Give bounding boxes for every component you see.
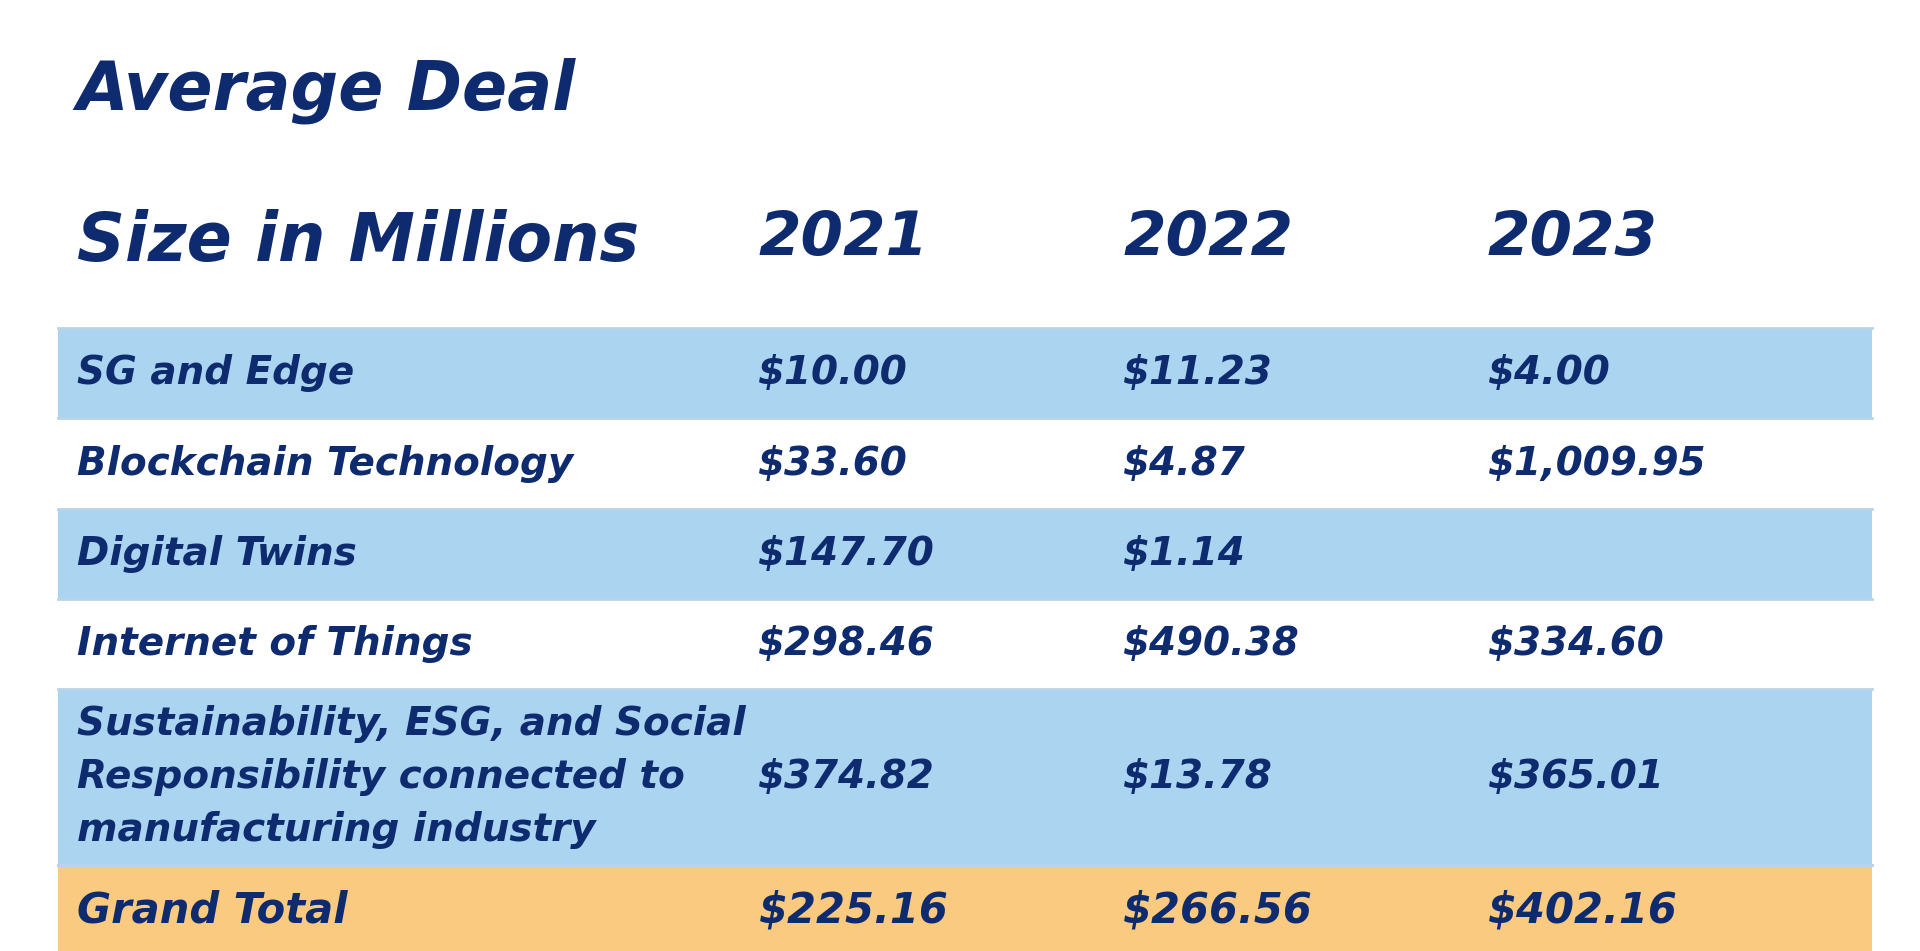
Text: 2022: 2022 bbox=[1123, 209, 1294, 268]
Text: $1,009.95: $1,009.95 bbox=[1488, 445, 1707, 482]
Text: $4.00: $4.00 bbox=[1488, 355, 1611, 392]
Bar bbox=[58, 599, 1872, 689]
Text: Size in Millions: Size in Millions bbox=[77, 209, 639, 275]
Bar bbox=[58, 509, 1872, 599]
Text: Digital Twins: Digital Twins bbox=[77, 535, 357, 573]
Text: $365.01: $365.01 bbox=[1488, 759, 1665, 796]
Text: Blockchain Technology: Blockchain Technology bbox=[77, 445, 572, 482]
Bar bbox=[58, 865, 1872, 951]
Text: $374.82: $374.82 bbox=[758, 759, 935, 796]
Text: Grand Total: Grand Total bbox=[77, 889, 348, 932]
Text: $298.46: $298.46 bbox=[758, 626, 935, 663]
Text: $490.38: $490.38 bbox=[1123, 626, 1300, 663]
Bar bbox=[58, 418, 1872, 509]
Text: $33.60: $33.60 bbox=[758, 445, 908, 482]
Text: $13.78: $13.78 bbox=[1123, 759, 1273, 796]
Text: $402.16: $402.16 bbox=[1488, 889, 1678, 932]
Text: 2023: 2023 bbox=[1488, 209, 1659, 268]
Text: Sustainability, ESG, and Social
Responsibility connected to
manufacturing indust: Sustainability, ESG, and Social Responsi… bbox=[77, 706, 745, 849]
Text: $266.56: $266.56 bbox=[1123, 889, 1313, 932]
Text: $147.70: $147.70 bbox=[758, 535, 935, 573]
Text: $4.87: $4.87 bbox=[1123, 445, 1246, 482]
Text: $334.60: $334.60 bbox=[1488, 626, 1665, 663]
Bar bbox=[58, 328, 1872, 418]
Text: $1.14: $1.14 bbox=[1123, 535, 1246, 573]
Text: SG and Edge: SG and Edge bbox=[77, 355, 353, 392]
Text: Internet of Things: Internet of Things bbox=[77, 626, 472, 663]
Text: $225.16: $225.16 bbox=[758, 889, 948, 932]
Text: 2021: 2021 bbox=[758, 209, 929, 268]
Text: Average Deal: Average Deal bbox=[77, 57, 576, 124]
Bar bbox=[58, 689, 1872, 865]
Text: $10.00: $10.00 bbox=[758, 355, 908, 392]
Text: $11.23: $11.23 bbox=[1123, 355, 1273, 392]
